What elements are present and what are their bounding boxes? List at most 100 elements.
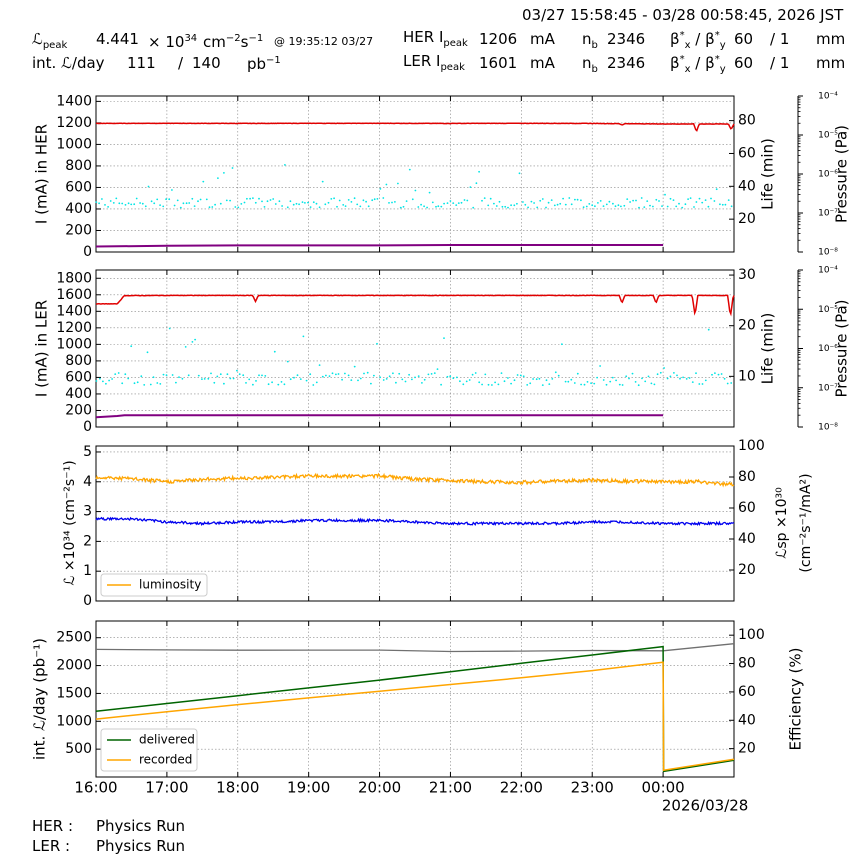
life-point (178, 376, 180, 379)
life-point (637, 384, 640, 387)
ler-beta-y: / 1 (770, 54, 790, 72)
ler-y2tick-label: 30 (738, 267, 756, 283)
life-point (398, 372, 401, 375)
life-point (408, 373, 410, 376)
life-point (293, 376, 295, 379)
her-ytick-label: 400 (65, 201, 92, 217)
life-point (187, 374, 190, 377)
life-point (191, 197, 194, 200)
life-point (121, 202, 124, 205)
her-y2tick-label: 80 (738, 113, 756, 129)
life-point (309, 206, 312, 209)
her-ytick-label: 800 (65, 158, 92, 174)
life-point (175, 381, 177, 384)
lum-ytick-label: 3 (83, 504, 92, 520)
life-point (539, 199, 542, 202)
life-point (171, 374, 174, 376)
ler-status-value: Physics Run (96, 837, 186, 855)
life-point (286, 206, 289, 209)
life-point (557, 374, 560, 377)
intl-value: 111 (127, 54, 156, 72)
life-point (730, 205, 733, 208)
life-point (179, 206, 182, 209)
ler-ytick-label: 800 (65, 353, 92, 369)
lpeak-time: @ 19:35:12 03/27 (274, 35, 374, 48)
life-point (614, 205, 617, 208)
life-point (330, 198, 333, 200)
life-point (194, 338, 197, 341)
lum-ytick-label: 4 (83, 474, 92, 490)
life-point (405, 200, 408, 203)
life-point (344, 205, 347, 208)
ler-beta-label: β*x / β*y (670, 54, 726, 75)
life-point (338, 199, 341, 202)
life-point (567, 380, 570, 383)
lum-y2label-bottom: (cm⁻²s⁻¹/mA²) (798, 473, 814, 572)
life-point (223, 382, 225, 385)
life-point (304, 202, 306, 204)
life-point (302, 335, 305, 338)
life-point (710, 197, 712, 200)
life-point (516, 374, 519, 376)
ler-y2tick-label: 20 (738, 318, 756, 334)
life-point (678, 202, 680, 205)
her-life-points (95, 164, 733, 209)
life-point (277, 383, 280, 386)
life-point (452, 202, 455, 205)
life-point (456, 376, 458, 379)
her-y2tick-label: 20 (738, 211, 756, 227)
life-point (533, 202, 535, 204)
life-point (301, 201, 304, 204)
life-point (236, 369, 238, 372)
life-point (252, 383, 254, 386)
life-point (273, 350, 276, 353)
life-point (417, 375, 420, 377)
life-point (650, 382, 653, 385)
life-point (522, 375, 525, 378)
ler-y2label: Life (min) (759, 313, 777, 385)
life-point (472, 206, 475, 209)
life-point (698, 197, 701, 200)
life-point (634, 381, 637, 383)
life-point (564, 380, 567, 383)
life-point (487, 383, 490, 386)
life-point (460, 201, 463, 204)
life-point (640, 197, 643, 199)
life-point (516, 202, 518, 205)
life-point (296, 374, 299, 377)
life-point (599, 200, 602, 202)
int-ytick-label: 1000 (56, 713, 92, 729)
life-point (518, 172, 521, 175)
life-point (580, 199, 582, 202)
life-point (573, 382, 576, 384)
life-point (193, 205, 196, 208)
lum-luminosity-line (95, 472, 735, 488)
life-point (217, 177, 219, 180)
life-point (591, 204, 594, 207)
life-point (417, 206, 420, 208)
lum-ytick-label: 2 (83, 533, 92, 549)
life-point (666, 377, 669, 380)
life-point (574, 198, 576, 201)
life-point (402, 205, 405, 208)
life-point (556, 203, 559, 206)
life-point (357, 379, 359, 382)
life-point (564, 203, 567, 206)
life-point (321, 180, 324, 183)
her-pressure-tick-label: 10⁻⁷ (818, 209, 838, 219)
lum-y2tick-label: 80 (738, 469, 756, 485)
life-point (462, 383, 465, 386)
ler-ytick-label: 200 (65, 402, 92, 418)
ler-ytick-label: 1400 (56, 303, 92, 319)
life-point (623, 204, 626, 207)
life-point (669, 197, 672, 200)
life-point (504, 205, 507, 208)
life-point (469, 186, 472, 189)
life-point (105, 382, 107, 385)
life-point (561, 343, 563, 346)
life-point (489, 197, 492, 200)
life-point (695, 201, 698, 203)
life-point (359, 205, 362, 208)
life-point (382, 197, 385, 199)
intl-slash: / (178, 54, 184, 72)
